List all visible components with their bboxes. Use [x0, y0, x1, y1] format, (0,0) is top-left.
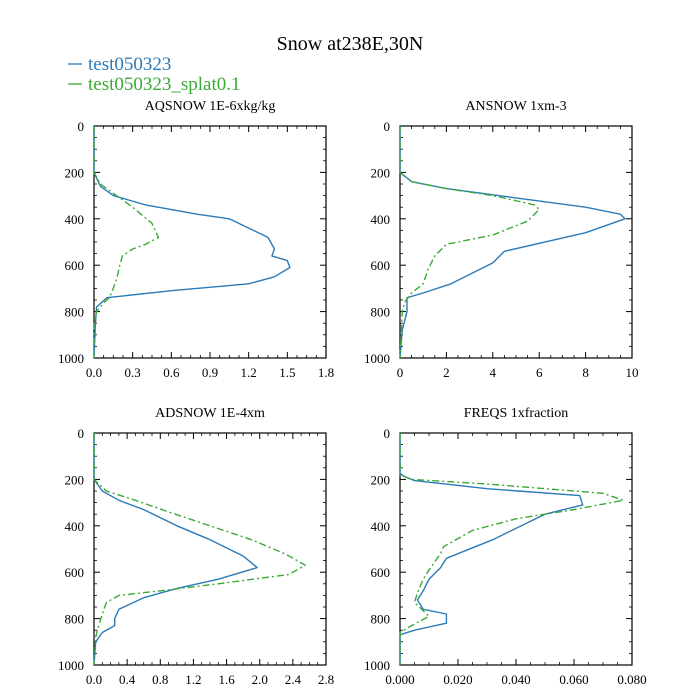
y-tick-label: 200 [371, 165, 391, 180]
y-tick-label: 800 [371, 612, 391, 627]
series-line-test050323-splat0-1 [93, 433, 306, 666]
figure-title: Snow at238E,30N [277, 33, 424, 55]
x-tick-label: 0.020 [443, 672, 472, 687]
y-tick-label: 0 [78, 119, 85, 134]
panel-3: ADSNOW 1E-4xm 0.0 0.4 0.8 1.2 1.6 2.0 2.4 2.8 0 20… [58, 406, 334, 687]
y-tick-label: 400 [65, 212, 85, 227]
plot-frame [93, 125, 327, 359]
panel-title: ADSNOW 1E-4xm [155, 406, 265, 421]
y-tick-label: 0 [384, 426, 391, 441]
y-tick-label: 0 [384, 119, 391, 134]
y-tick-label: 200 [65, 165, 85, 180]
x-tick-label: 0.060 [559, 672, 588, 687]
panel-1: AQSNOW 1E-6xkg/kg 0.0 0.3 0.6 0.9 1.2 1.5 1.8 0 2… [58, 99, 334, 380]
x-tick-label: 10 [626, 365, 639, 380]
y-tick-label: 1000 [364, 351, 390, 366]
plot-frame [93, 432, 327, 666]
y-tick-label: 600 [65, 565, 85, 580]
x-tick-label: 0.9 [202, 365, 218, 380]
panel-title: ANSNOW 1xm-3 [465, 99, 566, 114]
series-line-test050323-splat0-1 [399, 433, 624, 665]
x-tick-label: 2.0 [252, 672, 268, 687]
panel-title: FREQS 1xfraction [464, 406, 569, 421]
legend-label-1: test050323_splat0.1 [88, 74, 241, 95]
y-tick-label: 600 [371, 565, 391, 580]
plot-frame [399, 432, 633, 666]
series-line-test050323 [399, 433, 584, 665]
y-tick-label: 1000 [364, 658, 390, 673]
series-line-test050323-splat0-1 [93, 126, 160, 358]
legend-label-0: test050323 [88, 54, 171, 75]
x-tick-label: 0.8 [152, 672, 168, 687]
series-line-test050323-splat0-1 [399, 126, 540, 359]
x-tick-label: 1.6 [218, 672, 235, 687]
x-tick-label: 0.4 [119, 672, 136, 687]
plot-frame [399, 125, 633, 359]
y-tick-label: 800 [371, 305, 391, 320]
x-tick-label: 1.8 [318, 365, 334, 380]
x-tick-label: 4 [490, 365, 497, 380]
x-tick-label: 0 [397, 365, 404, 380]
x-tick-label: 2 [443, 365, 450, 380]
x-tick-label: 0.0 [86, 365, 102, 380]
panel-title: AQSNOW 1E-6xkg/kg [145, 99, 276, 114]
panel-2: ANSNOW 1xm-3 0 2 4 6 8 10 0 200 400 600 800 1000 [364, 99, 639, 380]
series-line-test050323 [399, 126, 626, 359]
x-tick-label: 8 [582, 365, 589, 380]
x-tick-label: 2.8 [318, 672, 334, 687]
x-tick-label: 0.000 [385, 672, 414, 687]
x-tick-label: 2.4 [285, 672, 302, 687]
y-tick-label: 200 [371, 472, 391, 487]
x-tick-label: 1.2 [185, 672, 201, 687]
y-tick-label: 1000 [58, 351, 84, 366]
x-tick-label: 1.2 [241, 365, 257, 380]
y-tick-label: 800 [65, 305, 85, 320]
panel-4: FREQS 1xfraction 0.000 0.020 0.040 0.060 0.08… [364, 406, 647, 687]
series-line-test050323 [93, 433, 258, 666]
y-tick-label: 400 [65, 519, 85, 534]
y-tick-label: 200 [65, 472, 85, 487]
legend: test050323 test050323_splat0.1 [68, 54, 241, 95]
x-tick-label: 0.6 [163, 365, 180, 380]
y-tick-label: 400 [371, 519, 391, 534]
series-line-test050323 [93, 126, 291, 359]
x-tick-label: 0.0 [86, 672, 102, 687]
x-tick-label: 0.080 [617, 672, 646, 687]
y-tick-label: 0 [78, 426, 85, 441]
x-tick-label: 0.3 [125, 365, 141, 380]
y-tick-label: 800 [65, 612, 85, 627]
y-tick-label: 400 [371, 212, 391, 227]
x-tick-label: 0.040 [501, 672, 530, 687]
x-tick-label: 1.5 [279, 365, 295, 380]
y-tick-label: 600 [371, 258, 391, 273]
y-tick-label: 600 [65, 258, 85, 273]
y-tick-label: 1000 [58, 658, 84, 673]
x-tick-label: 6 [536, 365, 543, 380]
